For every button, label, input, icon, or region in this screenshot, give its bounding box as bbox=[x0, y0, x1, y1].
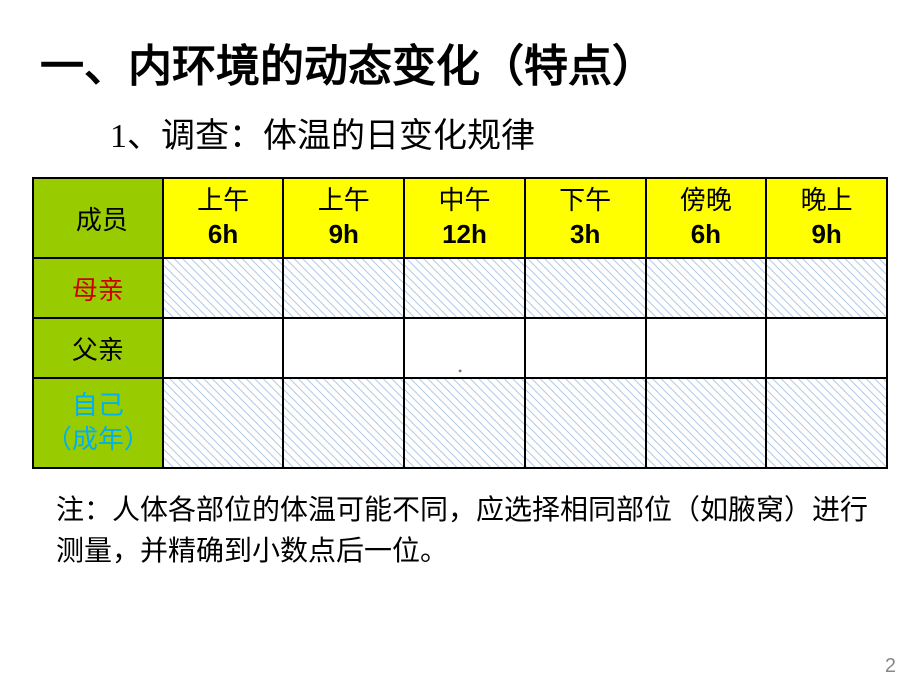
data-cell bbox=[646, 378, 767, 468]
row-label-self: 自己（成年） bbox=[33, 378, 163, 468]
data-cell bbox=[766, 378, 887, 468]
col-header-time-0: 上午6h bbox=[163, 178, 284, 258]
data-cell bbox=[404, 378, 525, 468]
decorative-dot: • bbox=[458, 364, 462, 379]
row-label-father: 父亲 bbox=[33, 318, 163, 378]
table-row: 自己（成年） bbox=[33, 378, 887, 468]
col-header-time-4: 傍晚6h bbox=[646, 178, 767, 258]
data-cell bbox=[404, 318, 525, 378]
table-row: 母亲 bbox=[33, 258, 887, 318]
page-number: 2 bbox=[885, 655, 896, 678]
data-cell bbox=[766, 318, 887, 378]
data-cell bbox=[283, 378, 404, 468]
data-cell bbox=[283, 258, 404, 318]
row-label-mother: 母亲 bbox=[33, 258, 163, 318]
col-header-member: 成员 bbox=[33, 178, 163, 258]
table-header-row: 成员 上午6h 上午9h 中午12h 下午3h 傍晚6h 晚上9h bbox=[33, 178, 887, 258]
data-cell bbox=[525, 318, 646, 378]
data-cell bbox=[646, 258, 767, 318]
data-cell bbox=[163, 318, 284, 378]
data-cell bbox=[283, 318, 404, 378]
col-header-time-2: 中午12h bbox=[404, 178, 525, 258]
data-cell bbox=[646, 318, 767, 378]
data-cell bbox=[766, 258, 887, 318]
col-header-time-1: 上午9h bbox=[283, 178, 404, 258]
slide-subtitle: 1、调查：体温的日变化规律 bbox=[0, 108, 920, 157]
slide-title: 一、内环境的动态变化（特点） bbox=[0, 30, 920, 94]
col-header-time-5: 晚上9h bbox=[766, 178, 887, 258]
data-cell bbox=[404, 258, 525, 318]
temperature-table: 成员 上午6h 上午9h 中午12h 下午3h 傍晚6h 晚上9h 母亲 父亲 bbox=[32, 177, 888, 469]
footnote: 注：人体各部位的体温可能不同，应选择相同部位（如腋窝）进行测量，并精确到小数点后… bbox=[0, 469, 920, 572]
data-cell bbox=[163, 378, 284, 468]
col-header-time-3: 下午3h bbox=[525, 178, 646, 258]
data-cell bbox=[525, 258, 646, 318]
data-cell bbox=[163, 258, 284, 318]
data-cell bbox=[525, 378, 646, 468]
